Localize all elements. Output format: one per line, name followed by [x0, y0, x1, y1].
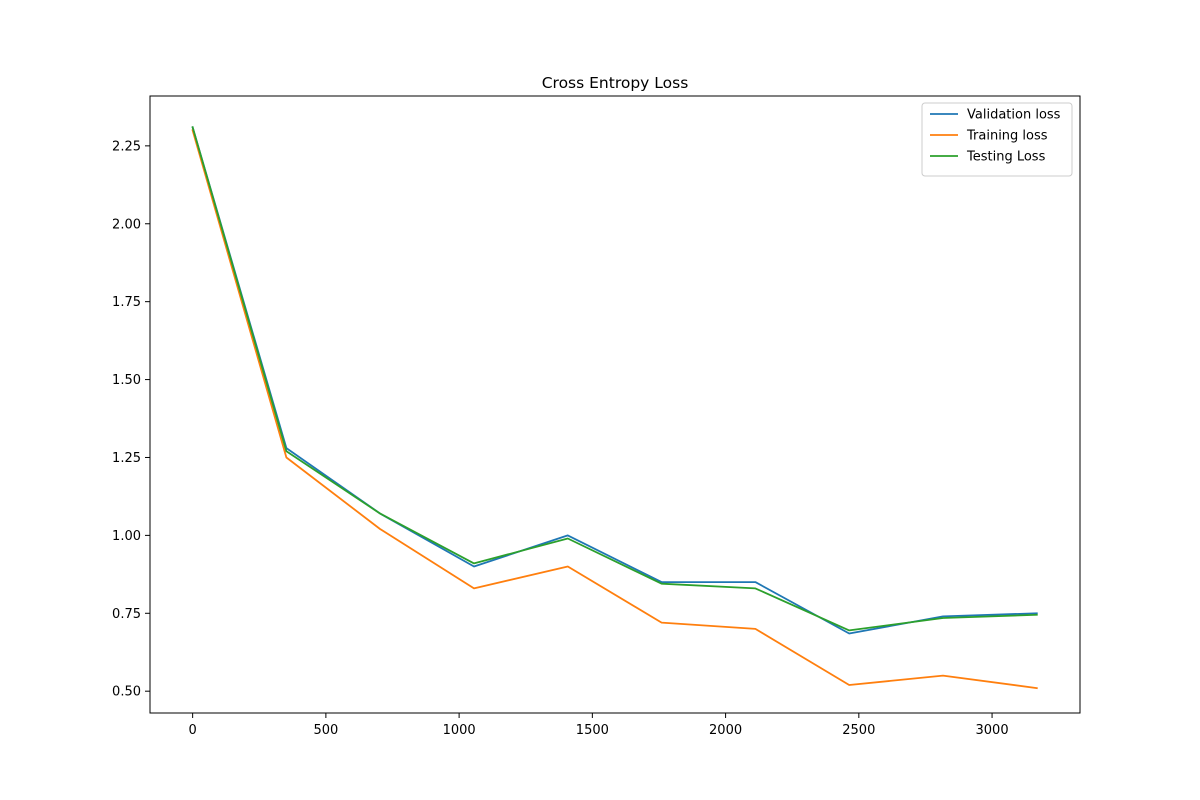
y-tick-label: 2.25 [112, 139, 141, 154]
y-tick-label: 1.50 [112, 373, 141, 388]
x-tick-label: 1000 [443, 723, 476, 738]
y-tick-label: 1.00 [112, 529, 141, 544]
series-line-training-loss [191, 129, 1038, 690]
y-tick-label: 0.75 [112, 607, 141, 622]
legend-label: Validation loss [967, 108, 1061, 123]
x-tick-label: 1500 [576, 723, 609, 738]
series-layer [191, 126, 1038, 690]
x-tick-label: 3000 [976, 723, 1009, 738]
chart-title: Cross Entropy Loss [542, 74, 689, 92]
legend-box [921, 102, 1073, 177]
y-tick-label: 1.25 [112, 451, 141, 466]
plot-area [149, 95, 1081, 714]
y-tick-label: 2.00 [112, 217, 141, 232]
y-axis: 0.50 0.75 1.00 1.25 1.50 1.75 2.00 2.25 [112, 139, 150, 700]
x-tick-label: 0 [188, 723, 196, 738]
y-tick-label: 1.75 [112, 295, 141, 310]
x-tick-label: 2000 [709, 723, 742, 738]
x-tick-label: 2500 [842, 723, 875, 738]
legend: Validation loss Training loss Testing Loss [921, 102, 1073, 177]
series-line-testing-loss [191, 126, 1038, 632]
legend-label: Training loss [966, 129, 1048, 144]
y-tick-label: 0.50 [112, 685, 141, 700]
x-axis: 0 500 1000 1500 2000 2500 3000 [188, 713, 1009, 738]
series-line-validation-loss [191, 126, 1038, 635]
plot-frame [149, 95, 1081, 714]
legend-label: Testing Loss [966, 150, 1046, 165]
x-tick-label: 500 [313, 723, 338, 738]
